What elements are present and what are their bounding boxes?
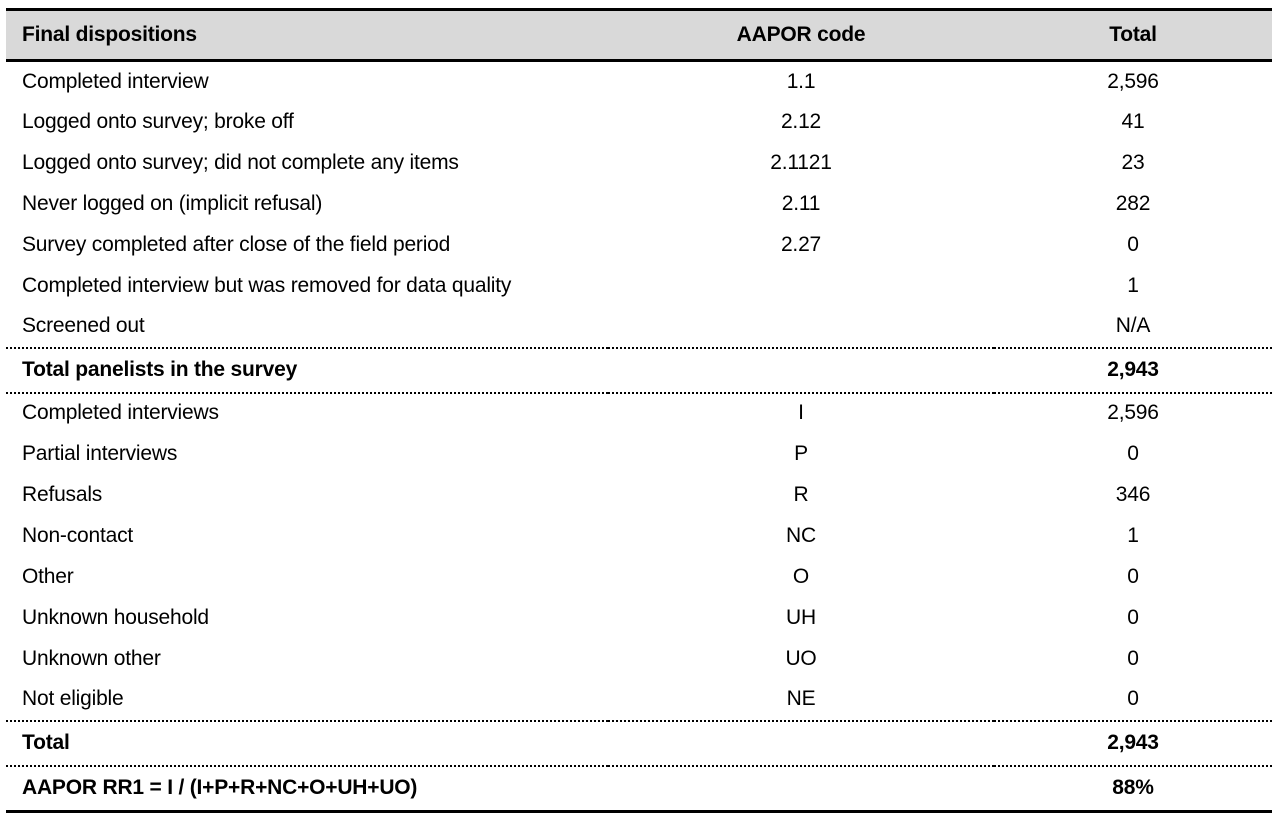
total-value: 23 xyxy=(1121,150,1145,174)
aapor-code-value: 1.1 xyxy=(786,69,816,93)
total-value: N/A xyxy=(1115,314,1151,338)
aapor-code-value xyxy=(608,721,994,766)
disposition-label: Unknown other xyxy=(22,646,161,670)
table-row-unknown-other: Unknown other UO 0 xyxy=(6,639,1272,680)
table-row-never-logged-on: Never logged on (implicit refusal) 2.11 … xyxy=(6,184,1272,225)
aapor-code-value: 2.1121 xyxy=(770,150,832,174)
total-value: 0 xyxy=(1127,564,1139,588)
total-value: 2,943 xyxy=(1107,730,1159,754)
aapor-code-value xyxy=(608,266,994,307)
final-dispositions-table: Final dispositions AAPOR code Total Comp… xyxy=(6,8,1272,813)
table-row-completed-interview: Completed interview 1.1 2,596 xyxy=(6,61,1272,102)
total-panelists-value: 2,943 xyxy=(1107,357,1159,381)
table-row-non-contact: Non-contact NC 1 xyxy=(6,516,1272,557)
aapor-rr1-row: AAPOR RR1 = I / (I+P+R+NC+O+UH+UO) 88% xyxy=(6,766,1272,812)
total-panelists-row: Total panelists in the survey 2,943 xyxy=(6,347,1272,393)
total-row: Total 2,943 xyxy=(6,720,1272,766)
total-panelists-label: Total panelists in the survey xyxy=(22,357,298,381)
total-label: Total xyxy=(22,730,70,754)
total-value: 0 xyxy=(1127,687,1139,711)
disposition-label: Completed interview but was removed for … xyxy=(22,273,512,297)
total-value: 346 xyxy=(1115,482,1151,506)
aapor-code-value: UH xyxy=(786,605,816,629)
table-row-refusals: Refusals R 346 xyxy=(6,475,1272,516)
table-row-not-eligible: Not eligible NE 0 xyxy=(6,680,1272,721)
disposition-label: Screened out xyxy=(22,314,145,338)
aapor-code-value: NE xyxy=(786,687,816,711)
disposition-label: Refusals xyxy=(22,482,103,506)
disposition-label: Logged onto survey; broke off xyxy=(22,109,294,133)
total-value: 1 xyxy=(1127,273,1139,297)
total-value: 282 xyxy=(1115,191,1151,215)
total-value: 2,596 xyxy=(1107,401,1159,425)
table-row-other: Other O 0 xyxy=(6,557,1272,598)
disposition-label: Never logged on (implicit refusal) xyxy=(22,191,323,215)
disposition-label: Other xyxy=(22,564,74,588)
rr1-formula-label: AAPOR RR1 = I / (I+P+R+NC+O+UH+UO) xyxy=(22,776,418,800)
rr1-percentage-value: 88% xyxy=(1112,776,1154,800)
column-header-total: Total xyxy=(994,9,1272,62)
column-header-aapor-code: AAPOR code xyxy=(608,9,994,62)
table-row-screened-out: Screened out N/A xyxy=(6,307,1272,348)
aapor-code-value xyxy=(608,307,994,348)
table-row-no-items-completed: Logged onto survey; did not complete any… xyxy=(6,143,1272,184)
aapor-code-value: 2.12 xyxy=(780,109,822,133)
aapor-code-value: O xyxy=(792,564,810,588)
total-value: 0 xyxy=(1127,441,1139,465)
aapor-code-value: R xyxy=(793,482,809,506)
table-row-removed-data-quality: Completed interview but was removed for … xyxy=(6,266,1272,307)
aapor-code-value: I xyxy=(798,401,804,425)
disposition-label: Survey completed after close of the fiel… xyxy=(22,232,451,256)
total-value: 41 xyxy=(1121,109,1145,133)
disposition-label: Non-contact xyxy=(22,523,134,547)
aapor-code-value: 2.11 xyxy=(781,191,821,215)
total-value: 0 xyxy=(1127,605,1139,629)
disposition-label: Completed interview xyxy=(22,69,209,93)
table-row-completed-interviews-i: Completed interviews I 2,596 xyxy=(6,393,1272,434)
table-row-completed-after-close: Survey completed after close of the fiel… xyxy=(6,225,1272,266)
disposition-label: Logged onto survey; did not complete any… xyxy=(22,150,459,174)
disposition-label: Not eligible xyxy=(22,687,124,711)
aapor-code-value: UO xyxy=(785,646,817,670)
header-row: Final dispositions AAPOR code Total xyxy=(6,9,1272,62)
total-value: 2,596 xyxy=(1107,69,1159,93)
total-value: 0 xyxy=(1127,232,1139,256)
total-value: 1 xyxy=(1127,523,1139,547)
column-header-final-dispositions: Final dispositions xyxy=(6,9,608,62)
table-row-partial-interviews: Partial interviews P 0 xyxy=(6,434,1272,475)
table-row-broke-off: Logged onto survey; broke off 2.12 41 xyxy=(6,102,1272,143)
aapor-code-value xyxy=(608,766,994,812)
aapor-code-value: NC xyxy=(786,523,816,547)
disposition-label: Partial interviews xyxy=(22,441,178,465)
aapor-code-value: 2.27 xyxy=(780,232,822,256)
total-value: 0 xyxy=(1127,646,1139,670)
aapor-code-value xyxy=(608,348,994,393)
table-row-unknown-household: Unknown household UH 0 xyxy=(6,598,1272,639)
disposition-label: Completed interviews xyxy=(22,401,219,425)
aapor-code-value: P xyxy=(794,441,808,465)
disposition-label: Unknown household xyxy=(22,605,209,629)
